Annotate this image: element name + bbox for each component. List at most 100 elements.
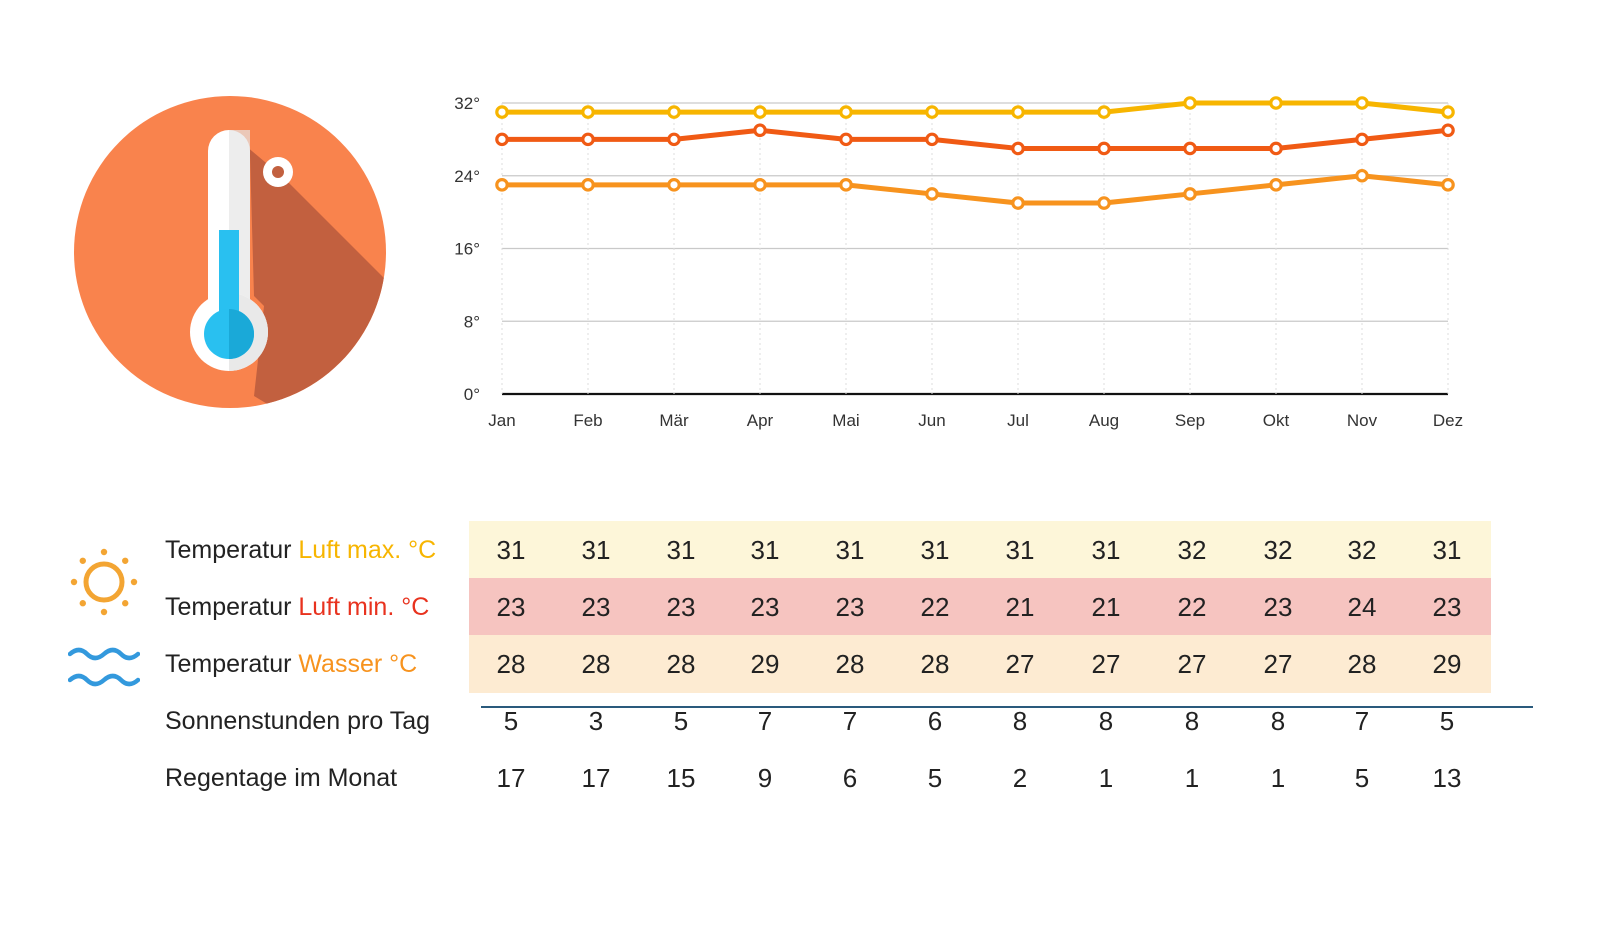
table-cell: 27 bbox=[1177, 649, 1207, 679]
table-cell: 21 bbox=[1005, 592, 1035, 622]
table-cell: 23 bbox=[581, 592, 611, 622]
series-point bbox=[667, 132, 681, 147]
row-label-accent: Luft max. °C bbox=[298, 536, 437, 564]
series-point bbox=[925, 132, 939, 147]
table-cell: 5 bbox=[503, 706, 519, 736]
thermometer-icon bbox=[74, 96, 386, 408]
row-label-prefix: Temperatur bbox=[165, 650, 299, 678]
series-point bbox=[1441, 105, 1455, 119]
table-cell: 21 bbox=[1091, 592, 1121, 622]
series-point bbox=[1011, 105, 1025, 119]
table-cell: 1 bbox=[1270, 763, 1286, 793]
table-cell: 31 bbox=[496, 535, 526, 565]
x-tick-label: Okt bbox=[1263, 411, 1290, 430]
series-point bbox=[581, 178, 595, 192]
row-background bbox=[469, 521, 1491, 579]
row-label-accent: Luft min. °C bbox=[298, 593, 430, 621]
series-point bbox=[1011, 196, 1025, 210]
table-cell: 28 bbox=[666, 649, 696, 679]
series-point bbox=[1183, 187, 1197, 201]
series-point bbox=[1183, 96, 1197, 110]
series-point bbox=[1441, 178, 1455, 192]
series-point bbox=[1269, 178, 1283, 192]
x-tick-label: Jun bbox=[918, 411, 945, 430]
table-cell: 5 bbox=[1354, 763, 1370, 793]
table-cell: 31 bbox=[920, 535, 950, 565]
series-point bbox=[495, 132, 509, 147]
table-cell: 31 bbox=[1432, 535, 1462, 565]
series-point bbox=[1183, 141, 1197, 156]
series-point bbox=[1355, 132, 1369, 147]
table-cell: 6 bbox=[842, 763, 858, 793]
sun-icon bbox=[70, 548, 138, 616]
table-cell: 15 bbox=[666, 763, 696, 793]
table-cell: 29 bbox=[750, 649, 780, 679]
series-point bbox=[1097, 105, 1111, 119]
table-cell: 22 bbox=[920, 592, 950, 622]
series-point bbox=[581, 132, 595, 147]
series-point bbox=[1269, 141, 1283, 156]
series-point bbox=[1097, 196, 1111, 210]
series-point bbox=[925, 187, 939, 201]
table-cell: 28 bbox=[835, 649, 865, 679]
y-tick-label: 16° bbox=[454, 240, 480, 259]
series-point bbox=[495, 178, 509, 192]
table-cell: 8 bbox=[1098, 706, 1114, 736]
x-tick-label: Nov bbox=[1347, 411, 1378, 430]
series-point bbox=[839, 105, 853, 119]
table-cell: 3 bbox=[588, 706, 604, 736]
row-label-prefix: Regentage im Monat bbox=[165, 764, 398, 792]
x-tick-label: Sep bbox=[1175, 411, 1205, 430]
series-point bbox=[495, 105, 509, 119]
table-cell: 31 bbox=[581, 535, 611, 565]
table-cell: 28 bbox=[1347, 649, 1377, 679]
row-label: Temperatur Wasser °C bbox=[165, 635, 417, 693]
x-tick-label: Jan bbox=[488, 411, 515, 430]
x-tick-label: Jul bbox=[1007, 411, 1029, 430]
waves-icon bbox=[68, 647, 140, 687]
table-cell: 23 bbox=[1432, 592, 1462, 622]
table-cell: 17 bbox=[581, 763, 611, 793]
row-label-accent: Wasser °C bbox=[298, 650, 418, 678]
table-cell: 1 bbox=[1184, 763, 1200, 793]
y-tick-label: 32° bbox=[454, 94, 480, 113]
table-cell: 23 bbox=[1263, 592, 1293, 622]
series-point bbox=[753, 105, 767, 119]
series-line bbox=[502, 100, 1449, 115]
table-cell: 32 bbox=[1263, 535, 1293, 565]
table-divider bbox=[481, 706, 1533, 708]
series-line bbox=[502, 127, 1449, 151]
table-cell: 5 bbox=[1439, 706, 1455, 736]
table-cell: 23 bbox=[496, 592, 526, 622]
table-cell: 27 bbox=[1005, 649, 1035, 679]
series-point bbox=[1355, 168, 1369, 183]
table-cell: 1 bbox=[1098, 763, 1114, 793]
table-cell: 31 bbox=[1091, 535, 1121, 565]
x-tick-label: Apr bbox=[747, 411, 774, 430]
series-point bbox=[1355, 96, 1369, 110]
table-cell: 23 bbox=[750, 592, 780, 622]
thermometer-badge bbox=[74, 96, 386, 408]
row-label: Temperatur Luft max. °C bbox=[165, 521, 436, 579]
table-cell: 28 bbox=[496, 649, 526, 679]
table-cell: 27 bbox=[1263, 649, 1293, 679]
table-cell: 24 bbox=[1347, 592, 1377, 622]
table-cell: 31 bbox=[1005, 535, 1035, 565]
series-point bbox=[839, 132, 853, 147]
table-cell: 8 bbox=[1270, 706, 1286, 736]
table-cell: 23 bbox=[666, 592, 696, 622]
row-label-prefix: Temperatur bbox=[165, 536, 299, 564]
table-cell: 7 bbox=[1354, 706, 1370, 736]
row-background bbox=[469, 635, 1491, 693]
series-point bbox=[667, 105, 681, 119]
x-tick-label: Mai bbox=[832, 411, 859, 430]
table-cell: 31 bbox=[835, 535, 865, 565]
table-cell: 2 bbox=[1012, 763, 1028, 793]
series-point bbox=[1269, 96, 1283, 110]
temperature-chart: Jan Feb Mär Apr Mai Jun Jul Aug Sep Okt Nov Dez 0° 8… bbox=[440, 80, 1520, 450]
table-cell: 29 bbox=[1432, 649, 1462, 679]
table-cell: 9 bbox=[757, 763, 773, 793]
series-point bbox=[1011, 141, 1025, 156]
table-cell: 13 bbox=[1432, 763, 1462, 793]
table-cell: 7 bbox=[842, 706, 858, 736]
